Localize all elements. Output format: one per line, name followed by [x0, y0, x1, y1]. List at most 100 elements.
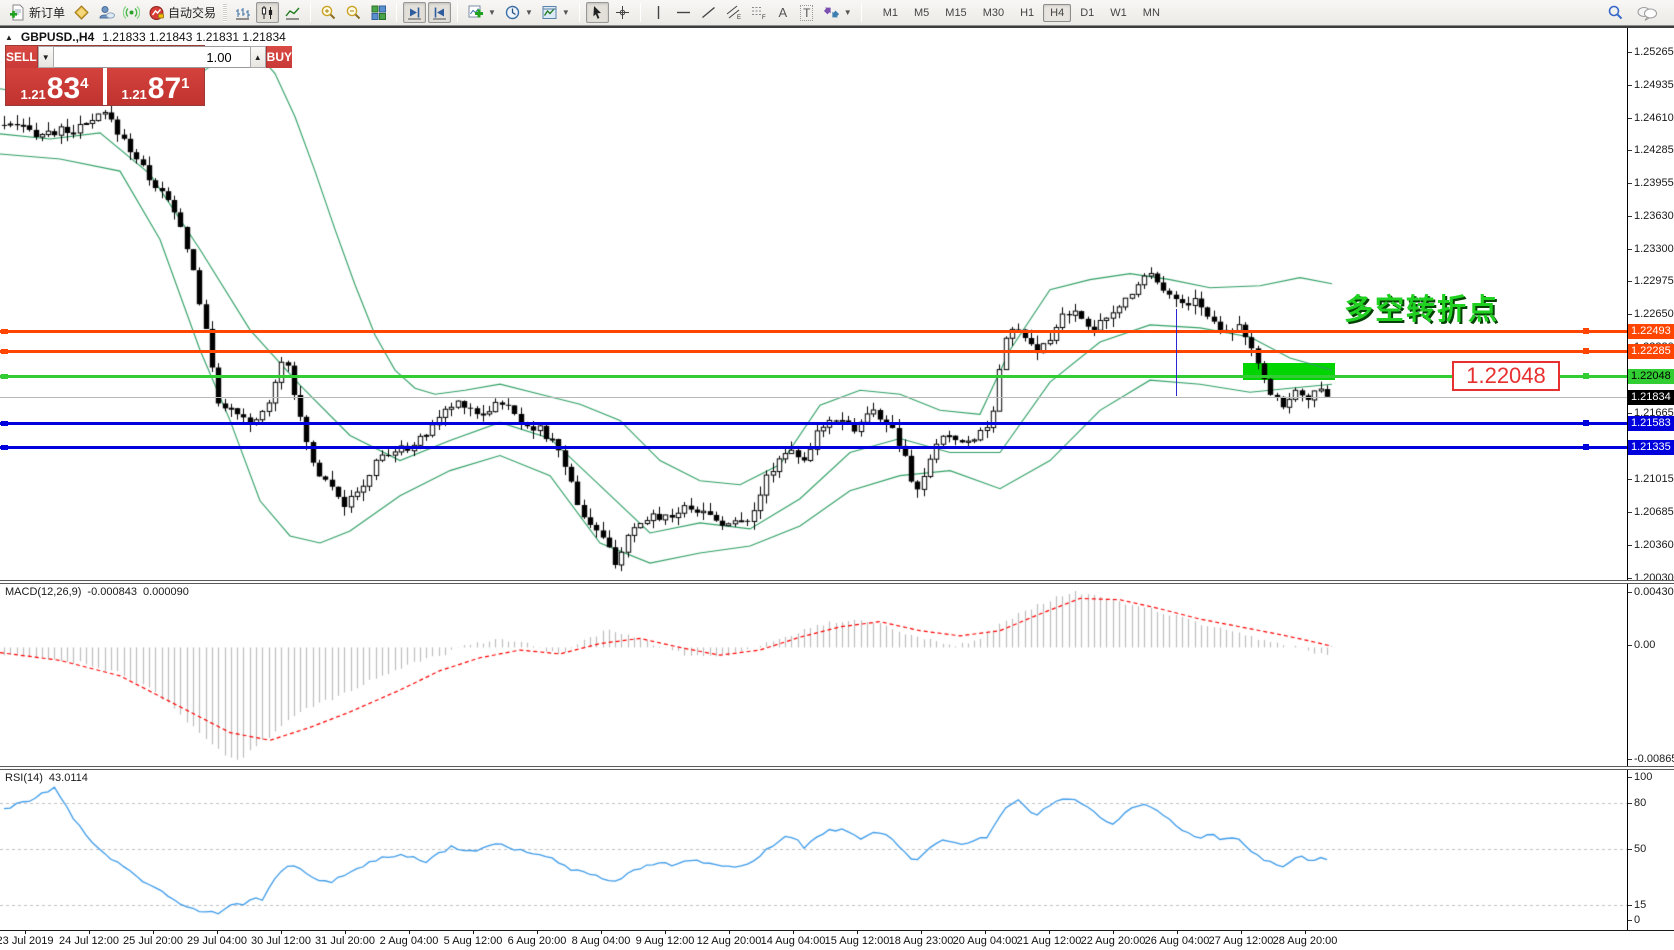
autotrading-button[interactable]: 自动交易 — [145, 2, 219, 23]
line-handle[interactable] — [1, 421, 8, 426]
time-axis[interactable]: 23 Jul 2019 24 Jul 12:00 25 Jul 20:00 29 Ju… — [0, 930, 1674, 950]
chart-shift-icon — [433, 7, 447, 20]
timeframe-M5[interactable]: M5 — [914, 6, 930, 19]
timeframe-MN[interactable]: MN — [1142, 6, 1160, 19]
svg-text:E: E — [737, 15, 741, 21]
line-handle[interactable] — [1583, 348, 1589, 354]
macd-panel-separator[interactable] — [0, 580, 1674, 584]
timeframe-M1[interactable]: M1 — [882, 6, 898, 19]
bid-price-box[interactable]: 1.21 83 4 — [6, 68, 103, 105]
ask-price-box[interactable]: 1.21 87 1 — [107, 68, 204, 105]
timeframe-M15[interactable]: M15 — [945, 6, 967, 19]
text-icon: A — [778, 5, 788, 20]
price-chart-canvas[interactable] — [0, 26, 1627, 950]
time-tick — [473, 931, 474, 934]
time-label: 18 Aug 23:00 — [888, 935, 954, 947]
turning-point-annotation[interactable]: 多空转折点 — [1344, 294, 1500, 326]
time-label: 30 Jul 12:00 — [251, 935, 311, 947]
fibonacci-button[interactable]: F — [747, 2, 770, 23]
time-label: 28 Aug 20:00 — [1272, 935, 1338, 947]
price-badge-1.21335: 1.21335 — [1628, 439, 1674, 455]
timeframe-W1[interactable]: W1 — [1110, 6, 1127, 19]
timeframe-D1[interactable]: D1 — [1080, 6, 1095, 19]
templates-caret: ▼ — [561, 8, 570, 17]
macd-label-row: MACD(12,26,9) -0.000843 0.000090 — [5, 586, 189, 598]
line-handle[interactable] — [1583, 373, 1589, 379]
line-handle[interactable] — [1583, 444, 1589, 450]
time-label: 21 Aug 12:00 — [1016, 935, 1082, 947]
price-badge-1.21583: 1.21583 — [1628, 415, 1674, 431]
price-badge-1.22493: 1.22493 — [1628, 323, 1674, 339]
volume-input[interactable] — [53, 46, 250, 68]
line-handle[interactable] — [1, 349, 8, 354]
volume-decrease-button[interactable]: ▼ — [37, 46, 54, 68]
mql5-community-button[interactable] — [95, 2, 118, 23]
tile-windows-button[interactable] — [367, 2, 390, 23]
signals-icon — [123, 6, 141, 19]
line-handle[interactable] — [1583, 420, 1589, 426]
cursor-button[interactable] — [585, 2, 609, 23]
auto-scroll-button[interactable] — [403, 2, 427, 23]
line-handle[interactable] — [1, 374, 8, 379]
chat-icon[interactable] — [1636, 4, 1658, 22]
zoom-out-button[interactable] — [342, 2, 365, 23]
equidistant-channel-button[interactable]: E — [722, 2, 745, 23]
timeframe-H4[interactable]: H4 — [1043, 3, 1072, 22]
candlestick-chart-button[interactable] — [256, 2, 280, 23]
gold-diamond-button[interactable] — [70, 2, 93, 23]
new-order-button[interactable]: 新订单 — [6, 2, 68, 23]
horizontal-line-1.21335[interactable] — [0, 446, 1627, 449]
auto-scroll-icon — [408, 7, 422, 20]
line-handle[interactable] — [1, 329, 8, 334]
rsi-label-row: RSI(14) 43.0114 — [5, 772, 88, 784]
time-tick — [217, 931, 218, 934]
toolbar-separator — [639, 3, 641, 22]
horizontal-line-1.22493[interactable] — [0, 330, 1627, 333]
timeframe-H1[interactable]: H1 — [1020, 6, 1035, 19]
price-level-text-box[interactable]: 1.22048 — [1452, 361, 1560, 391]
zoom-in-button[interactable] — [317, 2, 340, 23]
time-label: 9 Aug 12:00 — [635, 935, 695, 947]
time-label: 12 Aug 20:00 — [696, 935, 762, 947]
horizontal-line-1.22048[interactable] — [0, 375, 1627, 378]
line-handle[interactable] — [1, 445, 8, 450]
vertical-blue-line[interactable] — [1176, 309, 1177, 396]
trendline-button[interactable] — [697, 2, 720, 23]
sell-button[interactable]: SELL — [6, 46, 38, 68]
search-icon[interactable] — [1606, 4, 1624, 22]
time-label: 29 Jul 04:00 — [187, 935, 247, 947]
buy-button[interactable]: BUY — [265, 46, 293, 68]
rsi-indicator-name: RSI(14) — [5, 772, 43, 784]
price-axis[interactable]: 1.25265 1.24935 1.24610 1.24285 1.23955 1.236… — [1627, 26, 1674, 930]
periods-button[interactable]: ▼ — [501, 2, 536, 23]
rsi-panel-separator[interactable] — [0, 766, 1674, 770]
bars-chart-button[interactable] — [231, 2, 254, 23]
main-toolbar: 新订单 自动交易 — [0, 0, 1674, 26]
line-chart-button[interactable] — [281, 2, 304, 23]
horizontal-line-1.21583[interactable] — [0, 422, 1627, 425]
horizontal-line-1.22285[interactable] — [0, 350, 1627, 353]
signals-button[interactable] — [120, 2, 143, 23]
chart-shift-button[interactable] — [428, 2, 452, 23]
timeframe-M30[interactable]: M30 — [982, 6, 1005, 19]
time-tick — [1113, 931, 1114, 934]
line-handle[interactable] — [1583, 328, 1589, 334]
ask-prefix: 1.21 — [121, 87, 147, 102]
indicators-button[interactable]: ▼ — [464, 2, 499, 23]
periods-clock-icon — [505, 5, 520, 20]
crosshair-button[interactable] — [611, 2, 634, 23]
templates-button[interactable]: ▼ — [538, 2, 573, 23]
toolbar-separator — [310, 3, 312, 22]
text-button[interactable]: A — [772, 2, 794, 23]
arrows-button[interactable]: ▼ — [820, 2, 855, 23]
vertical-line-button[interactable] — [647, 2, 670, 23]
text-label-button[interactable]: T — [796, 2, 818, 23]
zoom-in-icon — [321, 5, 336, 20]
time-tick — [345, 931, 346, 934]
horizontal-line-1.21834[interactable] — [0, 397, 1627, 398]
ohlc-values: 1.21833 1.21843 1.21831 1.21834 — [102, 30, 286, 44]
mql5-community-icon — [99, 6, 116, 19]
horizontal-line-button[interactable] — [672, 2, 695, 23]
ask-big-digits: 87 — [147, 72, 182, 105]
volume-increase-button[interactable]: ▲ — [249, 46, 266, 68]
